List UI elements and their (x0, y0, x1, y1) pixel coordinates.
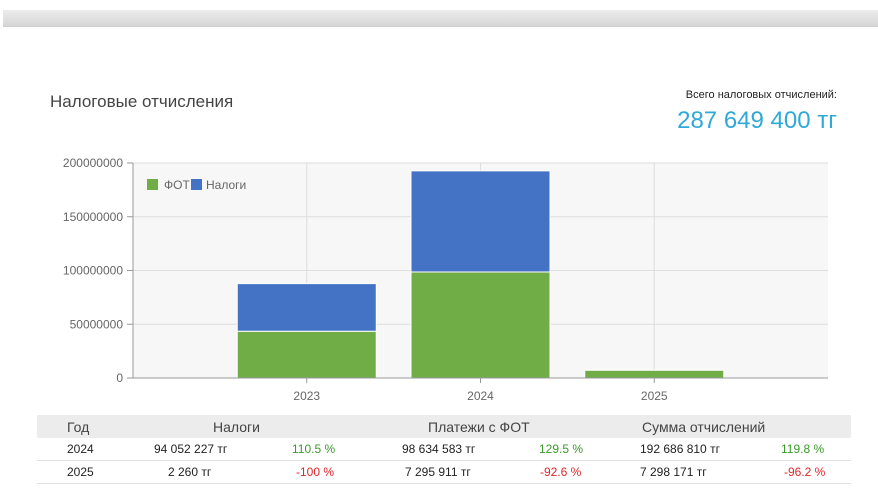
row-fot: 7 295 911 тг (405, 465, 471, 479)
total-value: 287 649 400 тг (677, 107, 837, 134)
table-header-row: Год Налоги Платежи с ФОТ Сумма отчислени… (37, 415, 851, 438)
table-row: 2025 2 260 тг -100 % 7 295 911 тг -92.6 … (37, 461, 851, 484)
legend-label-fot: ФОТ (164, 178, 190, 192)
row-fot-pct: 129.5 % (539, 442, 584, 456)
y-tick-label: 0 (116, 371, 123, 385)
legend-swatch-taxes (191, 179, 202, 190)
stacked-bar-chart: 0 50000000 100000000 150000000 200000000 2023… (63, 156, 828, 403)
row-fot: 98 634 583 тг (402, 442, 476, 456)
y-tick-label: 100000000 (63, 264, 123, 278)
y-tick-label: 200000000 (63, 156, 123, 170)
y-tick-label: 50000000 (70, 317, 124, 331)
legend-label-taxes: Налоги (206, 178, 246, 192)
legend-swatch-fot (147, 179, 158, 190)
row-sum-pct: 119.8 % (781, 442, 825, 456)
header-taxes: Налоги (213, 418, 260, 435)
table-row: 2024 94 052 227 тг 110.5 % 98 634 583 тг… (37, 438, 851, 461)
row-taxes-pct: -100 % (296, 465, 335, 479)
bar-fot-2025 (584, 369, 725, 379)
x-tick-label: 2024 (467, 389, 494, 403)
x-tick-label: 2025 (641, 389, 668, 403)
header-sum: Сумма отчислений (642, 418, 766, 435)
row-sum: 192 686 810 тг (640, 442, 720, 456)
row-sum: 7 298 171 тг (640, 465, 707, 479)
row-year: 2025 (67, 465, 94, 479)
header-year: Год (67, 418, 90, 435)
bar-fot-2024 (410, 271, 551, 379)
y-tick-label: 150000000 (63, 210, 123, 224)
x-tick-label: 2023 (293, 389, 320, 403)
header-fot: Платежи с ФОТ (428, 418, 530, 435)
total-label: Всего налоговых отчислений: (685, 89, 837, 101)
bar-taxes-2023 (236, 283, 377, 332)
row-taxes-pct: 110.5 % (292, 442, 336, 456)
top-toolbar (3, 10, 878, 27)
bar-taxes-2024 (410, 170, 551, 273)
row-year: 2024 (67, 442, 94, 456)
summary-table: Год Налоги Платежи с ФОТ Сумма отчислени… (37, 415, 851, 484)
page-title: Налоговые отчисления (50, 92, 234, 111)
row-taxes: 2 260 тг (168, 465, 212, 479)
row-fot-pct: -92.6 % (540, 465, 582, 479)
row-sum-pct: -96.2 % (784, 465, 826, 479)
row-taxes: 94 052 227 тг (154, 442, 228, 456)
bar-fot-2023 (236, 330, 377, 379)
